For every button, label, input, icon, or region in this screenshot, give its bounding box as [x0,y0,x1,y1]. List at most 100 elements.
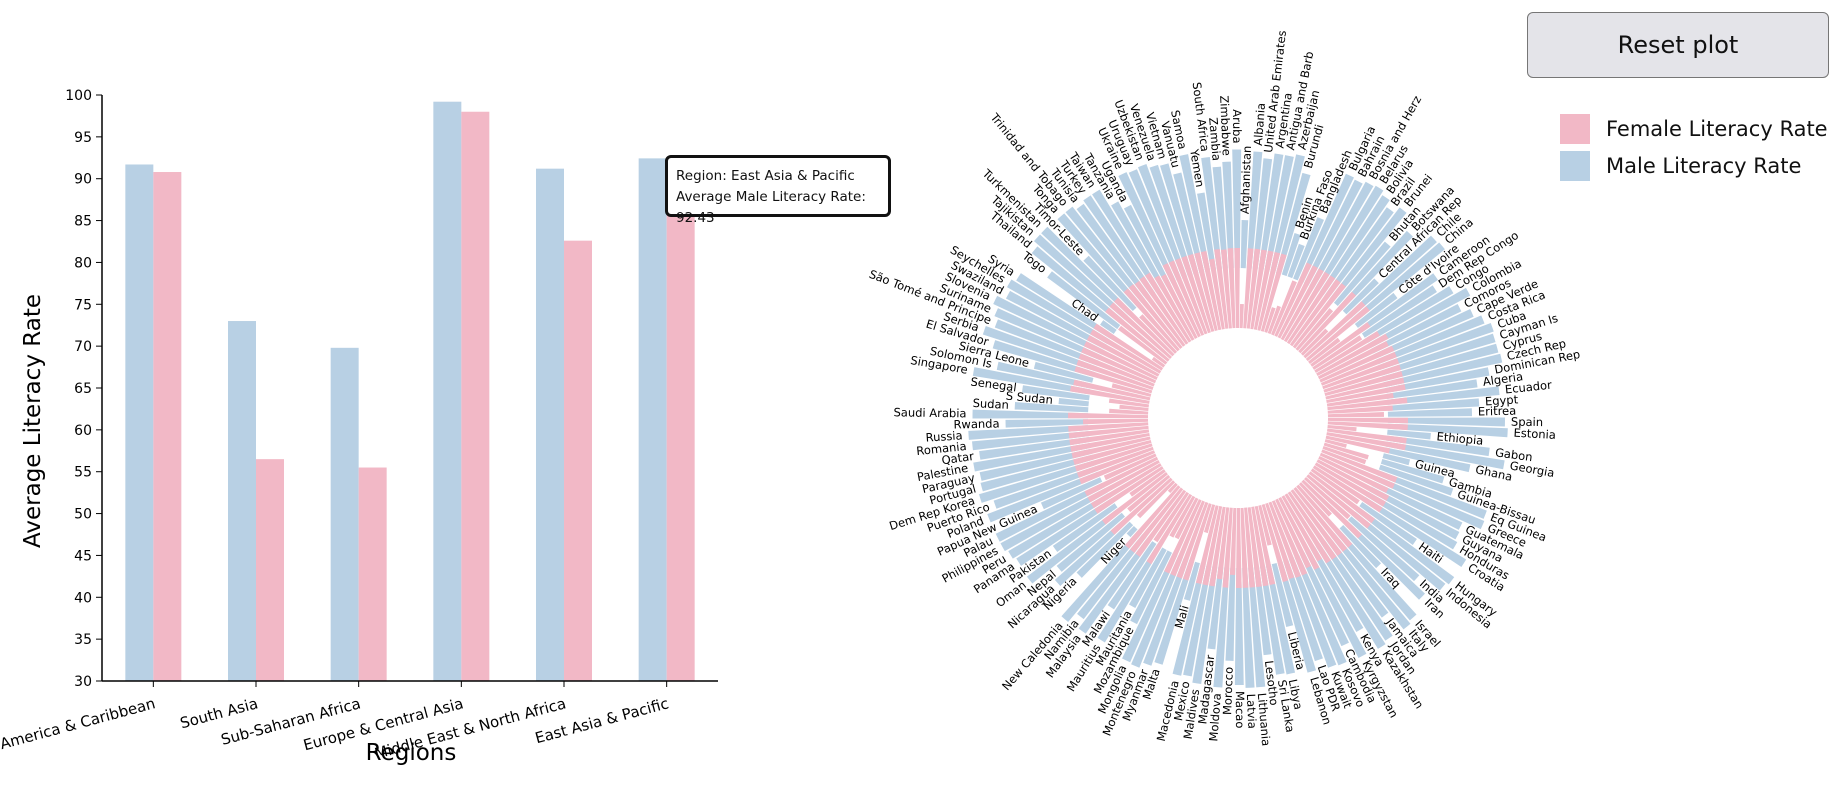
radial-bar-female [1074,366,1153,394]
country-label: Yemen [1187,147,1207,188]
radial-bar-female [1209,258,1225,330]
radial-bar-female [1316,333,1389,377]
y-axis: 30 35 40 45 50 55 60 65 70 75 80 85 90 95 100 [65,88,103,690]
radial-bar-female [1119,404,1149,412]
radial-bar-female [1257,251,1281,331]
radial-bar-male [1232,149,1242,269]
radial-bar-female [1326,392,1394,407]
radial-bar-female [1202,506,1223,586]
radial-bar-male [1234,567,1244,685]
radial-bar-female [1081,347,1157,384]
radial-bar-male [972,409,1089,419]
radial-bar-female [1151,356,1166,368]
radial-bar-female [1278,497,1320,570]
radial-bar-female [1327,421,1408,431]
radial-bar-male [1380,458,1445,484]
radial-bar-female [1229,507,1237,575]
radial-bar-male [1192,565,1218,684]
country-label: Ethiopia [1436,429,1484,447]
radial-bar-male [1252,158,1273,270]
radial-bar-female [1254,505,1276,586]
radial-bar-male [1154,559,1195,665]
radial-bar-male [1358,273,1438,333]
radial-bar-female [1135,489,1187,557]
y-tick-label: 30 [74,674,92,690]
radial-bar-male [972,431,1090,451]
radial-bar-male [1361,285,1437,338]
radial-bar-male [1335,529,1417,621]
radial-bar-female [1216,507,1230,580]
radial-bar-male [1123,204,1171,287]
female-radial-bars [1068,248,1408,588]
radial-bar-male [982,325,1098,372]
radial-bar-male [1305,549,1367,658]
radial-bar-male [1351,242,1445,324]
reset-plot-button[interactable]: Reset plot [1527,12,1829,78]
radial-bar-female [1087,459,1160,503]
radial-bar-male [979,437,1090,460]
legend: Female Literacy Rate Male Literacy Rate [1560,110,1828,184]
legend-item-female[interactable]: Female Literacy Rate [1560,110,1828,147]
male-swatch [1560,150,1590,181]
country-label: Morocco [1220,667,1236,716]
radial-bar-male [1143,557,1189,666]
radial-bar-female [1281,495,1323,562]
radial-bar-male [993,295,1105,355]
radial-bar-female [1182,503,1212,581]
radial-bar-female [1139,314,1178,354]
radial-bar-male [1387,423,1508,438]
country-label: Libya [1286,678,1306,711]
radial-bar-male [1365,286,1454,343]
radial-bar-female [1222,507,1233,588]
radial-bar-female [1319,452,1395,489]
radial-bar-female [1295,308,1334,351]
radial-bar-male [968,425,1089,440]
radial-bar-female [1174,497,1199,540]
radial-bar-male [1183,561,1200,601]
radial-bar-male [1005,419,1089,428]
radial-bar-male [1005,290,1108,350]
radial-bar-female [1074,443,1153,472]
radial-bar-female [1308,337,1341,364]
radial-bar-male [1288,557,1337,668]
radial-bar-female [1076,446,1154,478]
radial-bar-male [1129,547,1167,609]
radial-bar-female [1327,411,1384,418]
x-axis-title: Regions [366,740,457,766]
radial-bar-female [1187,254,1215,333]
country-label: Lesotho [1262,660,1281,707]
radial-bar-male [1213,567,1230,688]
country-label: Togo [1019,248,1049,276]
radial-bar-female [1118,325,1168,365]
radial-bar-female [1274,262,1312,337]
radial-bar-male [1385,441,1505,470]
radial-bar-female [1164,499,1202,574]
radial-bar-male [1092,189,1161,293]
radial-bar-male [1386,386,1500,405]
legend-item-male[interactable]: Male Literacy Rate [1560,147,1828,184]
radial-bar-male [1006,279,1111,345]
radial-bar-female [1079,450,1156,485]
y-axis-title: Average Literacy Rate [20,294,46,548]
radial-bar-male [1386,379,1478,399]
radial-bar-female [1325,435,1390,454]
radial-bar-male [1040,477,1103,510]
radial-bar-female [1069,429,1150,446]
radial-bar-female [1301,479,1362,539]
radial-bar-female [1227,248,1236,329]
radial-bar-female [1308,471,1375,524]
radial-bar-male [1371,303,1462,354]
y-tick-label: 70 [74,339,92,355]
radial-bar-male [1384,447,1471,473]
y-tick-label: 35 [74,632,92,648]
radial-bar-male [1097,544,1162,643]
radial-bar-male [1126,525,1138,538]
radial-bar-male [1387,417,1505,427]
radial-bar-female [1325,377,1405,400]
radial-bar-female [1312,465,1383,513]
radial-bar-female [1247,507,1262,588]
radial-bar-male [1270,154,1305,273]
radial-bar-male [1374,475,1485,530]
radial-bar-female [1268,501,1301,578]
